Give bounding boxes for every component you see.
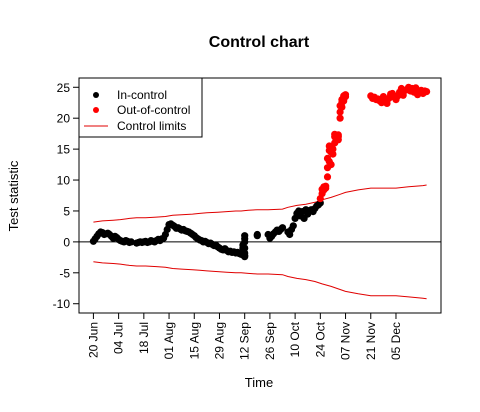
plot-area [79, 83, 441, 300]
upper-control-limit-line [93, 184, 427, 223]
x-tick-label: 10 Oct [288, 321, 302, 357]
y-axis-label: Test statistic [6, 160, 21, 231]
y-tick-label: -5 [59, 266, 70, 280]
x-tick-label: 07 Nov [339, 322, 353, 360]
in-control-point [127, 238, 135, 246]
x-tick-label: 29 Aug [213, 322, 227, 359]
x-tick-label: 18 Jul [137, 322, 151, 354]
x-tick-label: 26 Sep [263, 322, 277, 360]
y-tick-label: 20 [57, 112, 71, 126]
out-of-control-point [423, 88, 431, 96]
lower-control-limit-line [93, 261, 427, 300]
in-control-point [278, 224, 287, 232]
out-of-control-point [323, 173, 332, 181]
y-tick-label: 5 [63, 204, 70, 218]
in-control-point [289, 222, 297, 230]
legend-out-of-control-label: Out-of-control [117, 103, 190, 117]
out-of-control-point [327, 161, 335, 169]
out-of-control-point [322, 184, 330, 192]
x-tick-label: 20 Jun [86, 322, 100, 358]
legend-box [78, 77, 203, 138]
x-tick-label: 01 Aug [162, 322, 176, 359]
plot-frame [78, 77, 442, 314]
legend-control-limits-label: Control limits [117, 119, 186, 133]
y-tick-label: 15 [57, 143, 71, 157]
out-of-control-point [329, 145, 337, 153]
legend-in-control-label: In-control [117, 88, 167, 102]
out-of-control-point [336, 114, 344, 122]
y-tick-label: -10 [53, 297, 71, 311]
legend: In-control Out-of-control Control limits [78, 77, 203, 138]
y-axis: -10 -5 0 5 10 15 20 25 [53, 81, 79, 311]
x-tick-label: 21 Nov [364, 322, 378, 360]
x-tick-label: 05 Dec [389, 322, 403, 360]
out-of-control-point [338, 103, 346, 111]
in-control-point [253, 232, 261, 240]
chart-title: Control chart [209, 34, 310, 51]
x-axis: 20 Jun 04 Jul 18 Jul 01 Aug 15 Aug 29 Aug 12 S… [86, 313, 403, 360]
in-control-point [241, 232, 249, 240]
x-tick-label: 24 Oct [313, 321, 327, 357]
x-tick-label: 15 Aug [187, 322, 201, 359]
in-control-point [241, 244, 249, 252]
legend-in-control-marker [93, 92, 99, 98]
legend-out-of-control-marker [93, 107, 99, 113]
y-tick-label: 25 [57, 81, 71, 95]
out-of-control-point [334, 131, 342, 139]
out-of-control-point [329, 150, 337, 158]
x-tick-label: 04 Jul [112, 322, 126, 354]
out-of-control-point [341, 93, 350, 101]
in-control-point [241, 253, 249, 261]
x-tick-label: 12 Sep [238, 322, 252, 360]
x-axis-label: Time [245, 375, 273, 390]
y-tick-label: 0 [63, 235, 70, 249]
y-tick-label: 10 [57, 174, 71, 188]
